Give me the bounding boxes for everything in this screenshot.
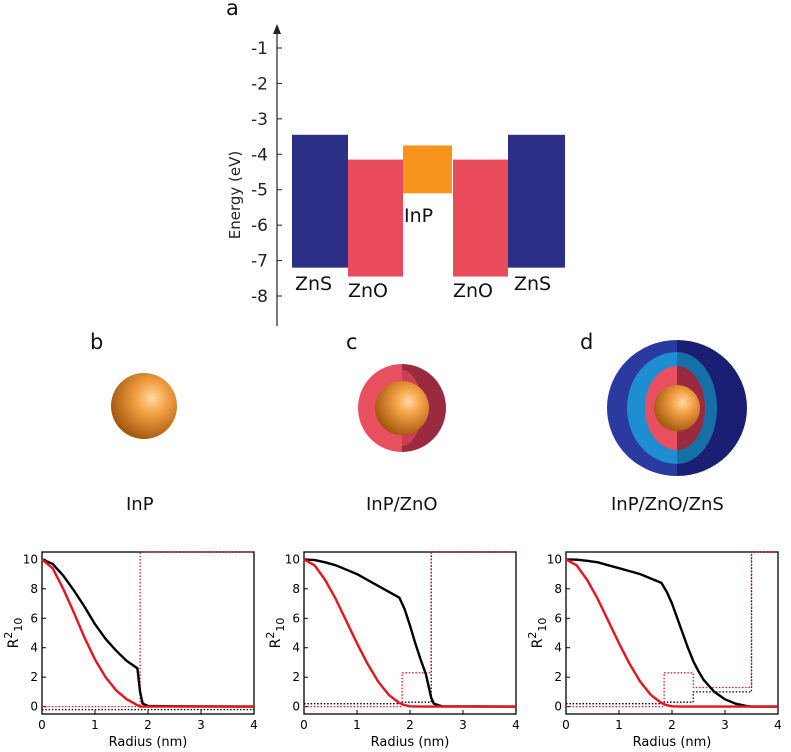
y-axis-label-sup: 2 xyxy=(526,632,539,639)
band-label: ZnS xyxy=(514,273,551,295)
x-tick-label: 0 xyxy=(38,718,46,732)
series-electron-potential xyxy=(566,551,778,708)
energy-tick-label: -8 xyxy=(251,287,268,307)
panel-b-caption: InP xyxy=(126,494,154,515)
x-axis-label: Radius (nm) xyxy=(633,735,712,750)
y-tick-label: 6 xyxy=(30,611,38,625)
y-tick-label: 2 xyxy=(554,670,562,684)
series-electron xyxy=(303,558,516,708)
x-tick-label: 4 xyxy=(512,718,520,732)
energy-tick-label: -4 xyxy=(251,145,268,165)
x-tick-label: 3 xyxy=(459,718,467,732)
y-tick-label: 0 xyxy=(554,700,562,714)
series-hole xyxy=(303,558,517,708)
x-tick-label: 2 xyxy=(668,718,676,732)
y-axis-label: R210 xyxy=(526,618,549,649)
inp-zno-zns-sphere xyxy=(607,340,747,476)
energy-tick-label: -6 xyxy=(251,216,268,236)
plot-frame xyxy=(303,551,517,715)
series-hole xyxy=(565,558,778,708)
panel-d-caption: InP/ZnO/ZnS xyxy=(611,494,724,515)
band-zns xyxy=(508,134,565,268)
x-tick-label: 0 xyxy=(300,718,308,732)
y-axis-label: R210 xyxy=(264,618,287,649)
plot-frame xyxy=(565,551,779,715)
y-tick-label: 0 xyxy=(30,700,38,714)
band-label: ZnS xyxy=(295,273,332,295)
series-electron xyxy=(565,558,778,708)
band-label: InP xyxy=(404,205,433,227)
y-axis-label-main: R xyxy=(530,638,546,648)
band-label: ZnO xyxy=(453,280,493,302)
energy-tick-label: -7 xyxy=(251,252,268,272)
x-axis-label: Radius (nm) xyxy=(371,735,450,750)
y-axis-label-sub: 10 xyxy=(536,618,549,632)
series-electron xyxy=(41,558,254,708)
y-tick-label: 2 xyxy=(292,670,300,684)
y-tick-label: 8 xyxy=(554,582,562,596)
y-tick-label: 10 xyxy=(23,552,38,566)
y-tick-label: 6 xyxy=(554,611,562,625)
inp-zno-sphere xyxy=(358,364,446,452)
x-tick-label: 1 xyxy=(615,718,623,732)
panel-a-letter: a xyxy=(226,0,239,20)
energy-tick-label: -2 xyxy=(251,74,268,94)
y-tick-label: 10 xyxy=(285,552,300,566)
panel-b-letter: b xyxy=(90,330,104,354)
series-hole-potential xyxy=(566,551,778,705)
energy-tick-label: -1 xyxy=(251,39,268,59)
x-axis-label: Radius (nm) xyxy=(109,735,188,750)
y-axis-label-sup: 2 xyxy=(264,632,277,639)
y-tick-label: 4 xyxy=(292,641,300,655)
y-axis-label-sub: 10 xyxy=(274,618,287,632)
y-axis-label-main: R xyxy=(6,638,22,648)
y-tick-label: 0 xyxy=(292,700,300,714)
energy-tick-label: -3 xyxy=(251,110,268,130)
plot-frame xyxy=(41,551,255,715)
x-tick-label: 3 xyxy=(197,718,205,732)
energy-tick-label: -5 xyxy=(251,181,268,201)
x-tick-label: 2 xyxy=(144,718,152,732)
series-electron-potential xyxy=(42,551,254,708)
y-axis-label-main: R xyxy=(268,638,284,648)
y-tick-label: 8 xyxy=(30,582,38,596)
band-label: ZnO xyxy=(348,280,388,302)
y-axis-label-sup: 2 xyxy=(2,632,15,639)
band-zns xyxy=(292,134,348,268)
x-tick-label: 4 xyxy=(250,718,258,732)
band-zno xyxy=(453,159,508,277)
x-tick-label: 1 xyxy=(353,718,361,732)
y-tick-label: 8 xyxy=(292,582,300,596)
y-tick-label: 10 xyxy=(547,552,562,566)
band-zno xyxy=(348,159,403,277)
inp-core-sphere xyxy=(111,373,177,439)
y-tick-label: 6 xyxy=(292,611,300,625)
panel-c-caption: InP/ZnO xyxy=(366,494,438,515)
band-inp xyxy=(403,145,452,194)
panel-c-letter: c xyxy=(346,330,358,354)
x-tick-label: 1 xyxy=(91,718,99,732)
y-tick-label: 4 xyxy=(30,641,38,655)
y-tick-label: 4 xyxy=(554,641,562,655)
x-tick-label: 3 xyxy=(721,718,729,732)
x-tick-label: 2 xyxy=(406,718,414,732)
series-hole xyxy=(41,558,255,708)
x-tick-label: 4 xyxy=(774,718,782,732)
y-axis-label: R210 xyxy=(2,618,25,649)
energy-axis-arrow xyxy=(273,24,281,34)
series-electron-potential xyxy=(304,551,516,708)
x-tick-label: 0 xyxy=(562,718,570,732)
y-axis-label-sub: 10 xyxy=(12,618,25,632)
band-alignment-diagram: -1 -2 -3 -4 -5 -6 -7 -8 Energy (eV) ZnS ZnO InP Zn… xyxy=(226,24,565,326)
energy-axis-label: Energy (eV) xyxy=(226,151,244,239)
y-tick-label: 2 xyxy=(30,670,38,684)
panel-d-letter: d xyxy=(580,330,594,354)
